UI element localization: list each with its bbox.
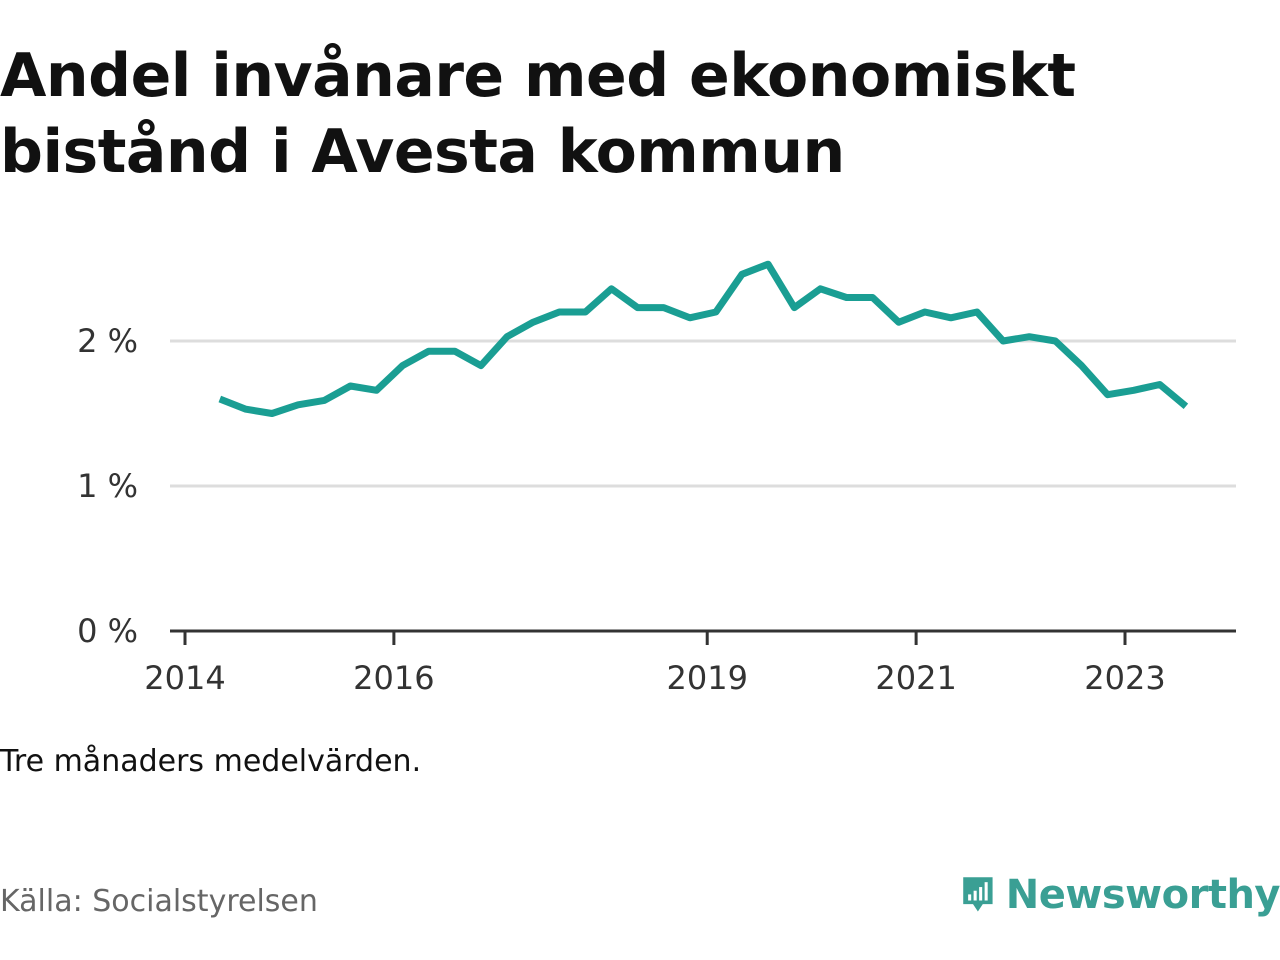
gridlines: 0 % 1 % 2 %: [77, 322, 1236, 650]
chart-note: Tre månaders medelvärden.: [0, 744, 422, 779]
newsworthy-logo[interactable]: Newsworthy: [962, 862, 1280, 928]
y-tick-label: 2 %: [77, 322, 138, 360]
line-chart: 0 % 1 % 2 % 2014 2016 2019 2021 2023: [77, 260, 1236, 697]
x-tick-label: 2014: [144, 659, 225, 697]
y-tick-label: 0 %: [77, 612, 138, 650]
y-tick-label: 1 %: [77, 467, 138, 505]
brand-name: Newsworthy: [1005, 872, 1280, 918]
data-series: [218, 260, 1189, 417]
x-tick-label: 2016: [353, 659, 434, 697]
x-tick-label: 2023: [1084, 659, 1165, 697]
source-label: Källa: Socialstyrelsen: [0, 884, 318, 919]
series-line: [218, 260, 1189, 417]
x-tick-label: 2021: [875, 659, 956, 697]
x-tick-label: 2019: [667, 659, 748, 697]
x-axis: 2014 2016 2019 2021 2023: [144, 629, 1236, 697]
chart-title: Andel invånare med ekonomiskt bistånd i …: [0, 41, 1076, 187]
newsworthy-logo-icon: [963, 877, 993, 912]
